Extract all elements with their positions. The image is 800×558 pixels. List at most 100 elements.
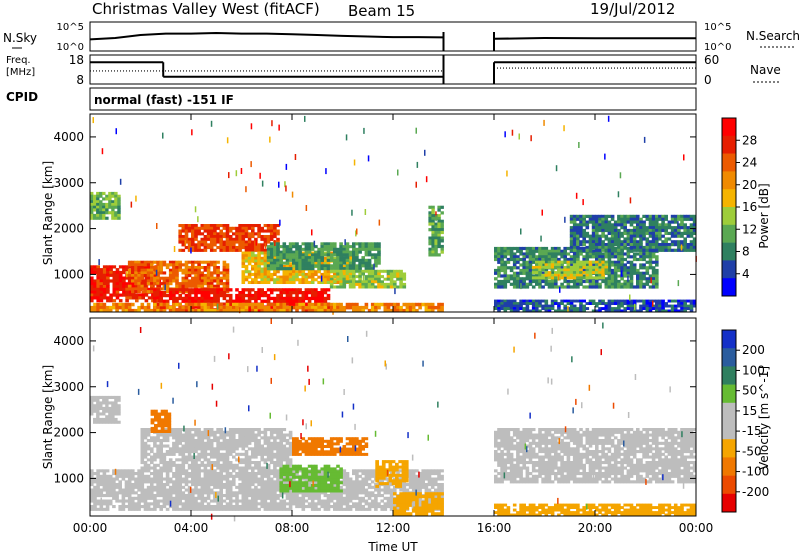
power-cell [213, 238, 217, 241]
power-cell [207, 294, 211, 297]
power-cell [327, 253, 331, 256]
power-cell [103, 279, 107, 282]
velocity-cell [182, 469, 186, 472]
power-cell [349, 283, 353, 286]
power-cell [557, 247, 561, 250]
power-cell [611, 243, 615, 246]
power-cell [554, 302, 558, 305]
power-cell [109, 296, 113, 299]
power-cell [428, 239, 431, 242]
velocity-cell [134, 486, 138, 489]
power-cell [441, 228, 444, 231]
power-cell [494, 277, 498, 280]
velocity-cell [147, 491, 151, 494]
velocity-cell [137, 475, 141, 478]
power-cell [317, 270, 321, 273]
velocity-cell [308, 505, 312, 508]
power-cell [595, 252, 599, 255]
power-cell [188, 224, 192, 227]
power-cell [371, 253, 375, 256]
power-cell [387, 275, 391, 278]
power-cell [368, 275, 372, 278]
power-cell [185, 285, 189, 288]
power-speckle [681, 245, 683, 251]
power-cell [245, 227, 249, 230]
power-cell [535, 269, 539, 272]
power-cell [159, 282, 163, 285]
power-cell [510, 269, 514, 272]
power-cell [658, 235, 662, 238]
power-cell [589, 263, 593, 266]
power-cell [150, 287, 154, 290]
power-speckle [256, 240, 258, 246]
velocity-cell [232, 500, 236, 503]
power-cell [289, 300, 293, 303]
power-cell [295, 251, 299, 254]
power-cell [270, 230, 274, 233]
power-cell [182, 238, 186, 241]
power-cell [601, 221, 605, 224]
power-cell [658, 243, 662, 246]
power-cell [636, 221, 640, 224]
velocity-cell [229, 505, 233, 508]
power-cell [257, 224, 261, 227]
power-cell [242, 224, 246, 227]
power-cell [245, 294, 249, 297]
velocity-cell [134, 478, 138, 481]
power-cell [336, 267, 340, 270]
velocity-cell [131, 489, 135, 492]
power-cell [267, 264, 271, 267]
power-cell [270, 224, 274, 227]
power-cell [507, 252, 511, 255]
power-cell [116, 277, 120, 280]
power-cell [122, 291, 126, 294]
power-cell [573, 280, 577, 283]
velocity-cell [185, 502, 189, 505]
power-cell [137, 263, 141, 266]
power-cell [260, 235, 264, 238]
power-cell [620, 305, 624, 308]
power-cell [90, 211, 93, 214]
power-cell [311, 273, 315, 276]
power-cell [108, 211, 111, 214]
power-cell [324, 270, 328, 273]
power-cell [601, 232, 605, 235]
power-cell [339, 251, 343, 254]
power-cell [172, 306, 176, 310]
power-cell [567, 300, 571, 303]
velocity-cell [201, 480, 205, 483]
power-cell [431, 303, 435, 307]
velocity-cell [260, 480, 264, 483]
power-cell [145, 299, 149, 302]
power-cell [111, 200, 114, 203]
velocity-cell [156, 505, 160, 508]
velocity-cell [223, 486, 227, 489]
power-cell [219, 279, 223, 282]
power-cell [582, 271, 586, 274]
power-cell [111, 195, 114, 198]
power-cell [365, 275, 369, 278]
power-speckle [156, 270, 158, 276]
power-cell [163, 263, 167, 266]
velocity-cell [264, 489, 268, 492]
power-cell [216, 261, 220, 264]
power-cell [131, 266, 135, 269]
power-cell [576, 237, 580, 240]
power-cell [235, 303, 239, 307]
power-cell [519, 252, 523, 255]
power-cell [191, 243, 195, 246]
velocity-cell [153, 486, 157, 489]
power-cell [216, 227, 220, 230]
power-cell [567, 274, 571, 277]
velocity-cell [292, 502, 296, 505]
power-cell [267, 294, 271, 297]
power-cell [141, 277, 145, 280]
power-cell [194, 269, 198, 272]
velocity-cell [134, 508, 138, 511]
velocity-cell [317, 508, 321, 511]
velocity-cell [229, 489, 233, 492]
power-cell [292, 259, 296, 262]
velocity-cell [178, 472, 182, 475]
power-cell [324, 291, 328, 294]
power-cell [541, 252, 545, 255]
